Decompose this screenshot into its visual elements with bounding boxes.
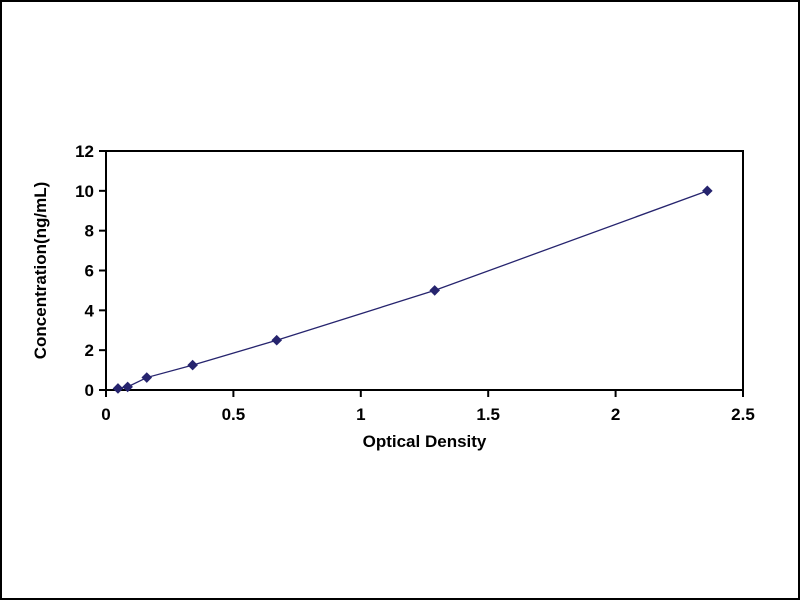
y-tick-label: 12: [75, 142, 94, 161]
data-point-marker: [141, 372, 153, 383]
x-tick-label: 0.5: [222, 405, 246, 424]
x-axis-title: Optical Density: [363, 432, 487, 451]
x-tick-label: 2.5: [731, 405, 755, 424]
data-point-marker: [702, 185, 713, 197]
y-axis: 0 2 4 6 8 10 12: [75, 142, 106, 400]
series-line: [117, 190, 708, 390]
y-tick-label: 0: [85, 381, 94, 400]
data-point-marker: [122, 381, 133, 393]
data-point-marker: [271, 334, 283, 346]
data-point-marker: [429, 285, 440, 296]
y-tick-label: 4: [85, 301, 95, 320]
plot-frame: [105, 150, 744, 391]
x-tick-label: 0: [101, 405, 110, 424]
y-tick-label: 10: [75, 182, 94, 201]
y-tick-label: 2: [85, 341, 94, 360]
y-axis-title: Concentration(ng/mL): [31, 182, 50, 360]
y-tick-label: 8: [85, 222, 94, 241]
x-tick-label: 2: [611, 405, 620, 424]
x-tick-label: 1.5: [476, 405, 500, 424]
x-tick-label: 1: [356, 405, 365, 424]
x-axis: 0 0.5 1 1.5 2 2.5: [101, 390, 755, 424]
data-point-marker: [187, 359, 198, 371]
data-point-marker: [112, 383, 124, 394]
y-tick-label: 6: [85, 262, 94, 281]
